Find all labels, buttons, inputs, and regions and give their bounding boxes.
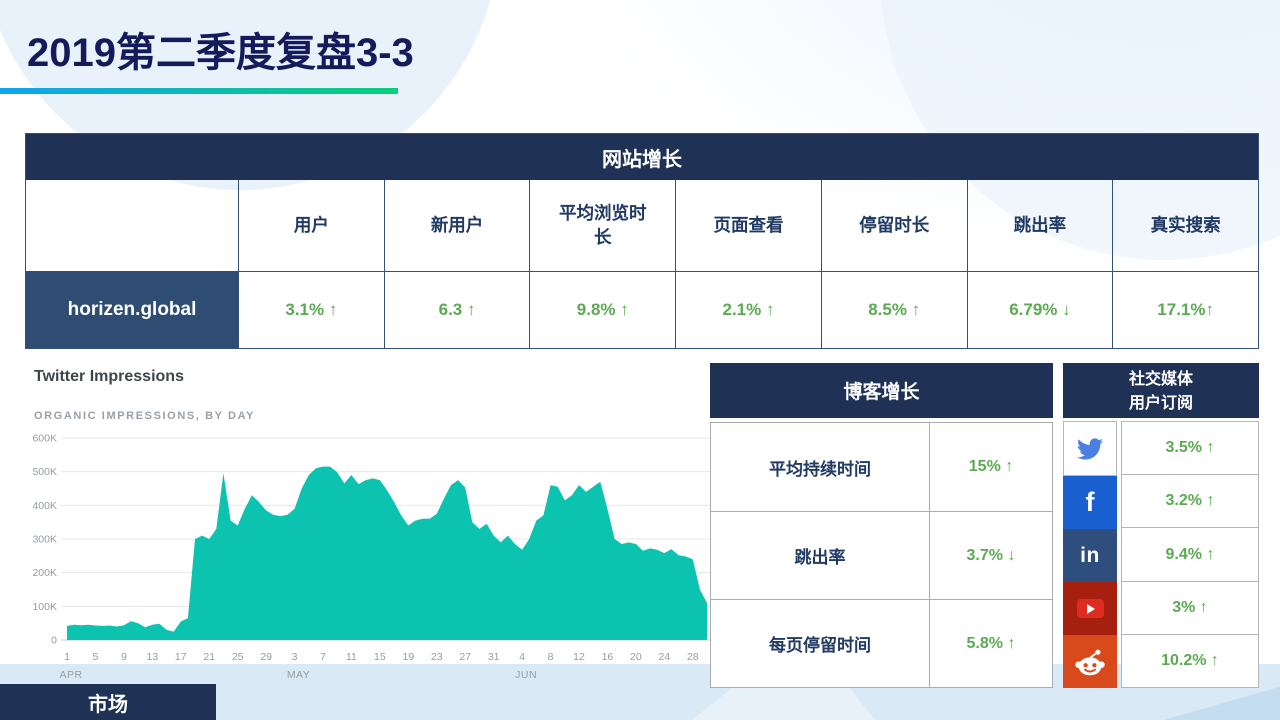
x-axis-tick-label: 25 [232,651,244,663]
column-header-avg-duration: 平均浏览时长 [529,180,675,271]
social-media-table: 社交媒体 用户订阅 f in [1063,363,1259,688]
table-row: 跳出率 3.7% ↓ [711,511,1052,599]
x-axis-tick-label: 28 [687,651,699,663]
facebook-icon: f [1063,476,1117,529]
x-axis-tick-label: 8 [548,651,554,663]
blog-growth-table: 博客增长 平均持续时间 15% ↑ 跳出率 3.7% ↓ 每页停留时间 5.8%… [710,363,1053,688]
y-axis-tick-label: 500K [32,466,57,478]
y-axis-tick-label: 200K [32,567,57,579]
youtube-icon [1063,582,1117,635]
x-axis-tick-label: 20 [630,651,642,663]
impressions-area-path [67,466,707,640]
x-axis-tick-label: 1 [64,651,70,663]
site-row-label: horizen.global [26,271,238,348]
linkedin-growth-value: 9.4% ↑ [1122,527,1258,580]
x-axis-month-label: APR [59,669,82,681]
x-axis-tick-label: 29 [260,651,272,663]
value-avg-duration: 9.8% ↑ [529,271,676,348]
youtube-growth-value: 3% ↑ [1122,580,1258,634]
x-axis-tick-label: 15 [374,651,386,663]
social-value-column: 3.5% ↑ 3.2% ↑ 9.4% ↑ 3% ↑ 10.2% ↑ [1121,421,1259,688]
x-axis-tick-label: 24 [658,651,670,663]
y-axis-tick-label: 0 [51,635,57,647]
linkedin-icon: in [1063,529,1117,582]
title-underline-bar [0,88,398,94]
value-organic-search: 17.1%↑ [1112,271,1258,348]
x-axis-tick-label: 17 [175,651,187,663]
page-title: 2019第二季度复盘3-3 [27,31,414,75]
value-dwell-time: 8.5% ↑ [820,271,967,348]
value-bounce-rate: 6.79% ↓ [966,271,1113,348]
social-table-body: f in [1063,421,1259,688]
x-axis-tick-label: 9 [121,651,127,663]
x-axis-tick-label: 11 [346,651,357,663]
x-axis-tick-label: 27 [459,651,471,663]
blog-row-value: 3.7% ↓ [929,512,1052,599]
value-new-users: 6.3 ↑ [383,271,530,348]
x-axis-tick-label: 3 [292,651,298,663]
x-axis-month-label: JUN [515,669,537,681]
x-axis-month-label: MAY [287,669,310,681]
y-axis-tick-label: 400K [32,500,57,512]
reddit-growth-value: 10.2% ↑ [1122,633,1258,687]
table-row: 每页停留时间 5.8% ↑ [711,599,1052,687]
blog-table-body: 平均持续时间 15% ↑ 跳出率 3.7% ↓ 每页停留时间 5.8% ↑ [710,422,1053,688]
social-title-line2: 用户订阅 [1128,392,1193,412]
column-header-new-users: 新用户 [383,180,530,271]
twitter-impressions-chart: Twitter Impressions ORGANIC IMPRESSIONS,… [25,362,717,688]
column-header-organic-search: 真实搜索 [1112,180,1258,271]
twitter-growth-value: 3.5% ↑ [1165,439,1215,457]
facebook-growth-value: 3.2% ↑ [1122,474,1258,527]
website-growth-table: 网站增长 用户 新用户 平均浏览时长 页面查看 停留时长 跳出率 真实搜索 ho… [25,133,1259,349]
blog-table-title: 博客增长 [710,363,1053,418]
section-label: 市场 [0,684,216,720]
column-header-dwell-time: 停留时长 [820,180,967,271]
website-table-title: 网站增长 [26,134,1258,180]
blog-row-value: 5.8% ↑ [929,600,1052,687]
x-axis-tick-label: 12 [573,651,585,663]
x-axis-tick-label: 5 [93,651,99,663]
column-header-users: 用户 [238,180,384,271]
y-axis-tick-label: 100K [32,601,57,613]
y-axis-tick-label: 300K [32,534,57,546]
website-table-grid: 用户 新用户 平均浏览时长 页面查看 停留时长 跳出率 真实搜索 horizen… [26,180,1258,348]
blog-row-label: 平均持续时间 [769,459,871,479]
blog-row-value: 15% ↑ [929,423,1052,511]
social-icon-column: f in [1063,421,1117,688]
table-row: 平均持续时间 15% ↑ [711,423,1052,511]
twitter-icon [1063,421,1117,476]
corner-cell [26,180,238,271]
x-axis-tick-label: 7 [320,651,326,663]
column-header-pageviews: 页面查看 [675,180,821,271]
blog-row-label: 每页停留时间 [769,636,871,655]
social-table-title: 社交媒体 用户订阅 [1063,363,1259,418]
x-axis-tick-label: 4 [519,651,525,663]
x-axis-tick-label: 13 [146,651,158,663]
x-axis-tick-label: 21 [203,651,215,663]
blog-row-label: 跳出率 [794,548,846,567]
x-axis-tick-label: 19 [402,651,414,663]
y-axis-tick-label: 600K [32,433,57,445]
value-users: 3.1% ↑ [238,271,384,348]
x-axis-tick-label: 23 [431,651,443,663]
area-chart: 600K 500K 400K 300K 200K 100K 01 APR 5 9 13 17 21 25 2… [32,433,715,681]
chart-title: Twitter Impressions [34,368,184,385]
value-pageviews: 2.1% ↑ [675,271,821,348]
reddit-icon [1063,635,1117,688]
x-axis-tick-label: 16 [602,651,614,663]
x-axis-tick-label: 31 [488,651,500,663]
column-header-bounce-rate: 跳出率 [966,180,1113,271]
chart-subtitle: ORGANIC IMPRESSIONS, BY DAY [34,410,256,422]
social-title-line1: 社交媒体 [1128,369,1193,389]
